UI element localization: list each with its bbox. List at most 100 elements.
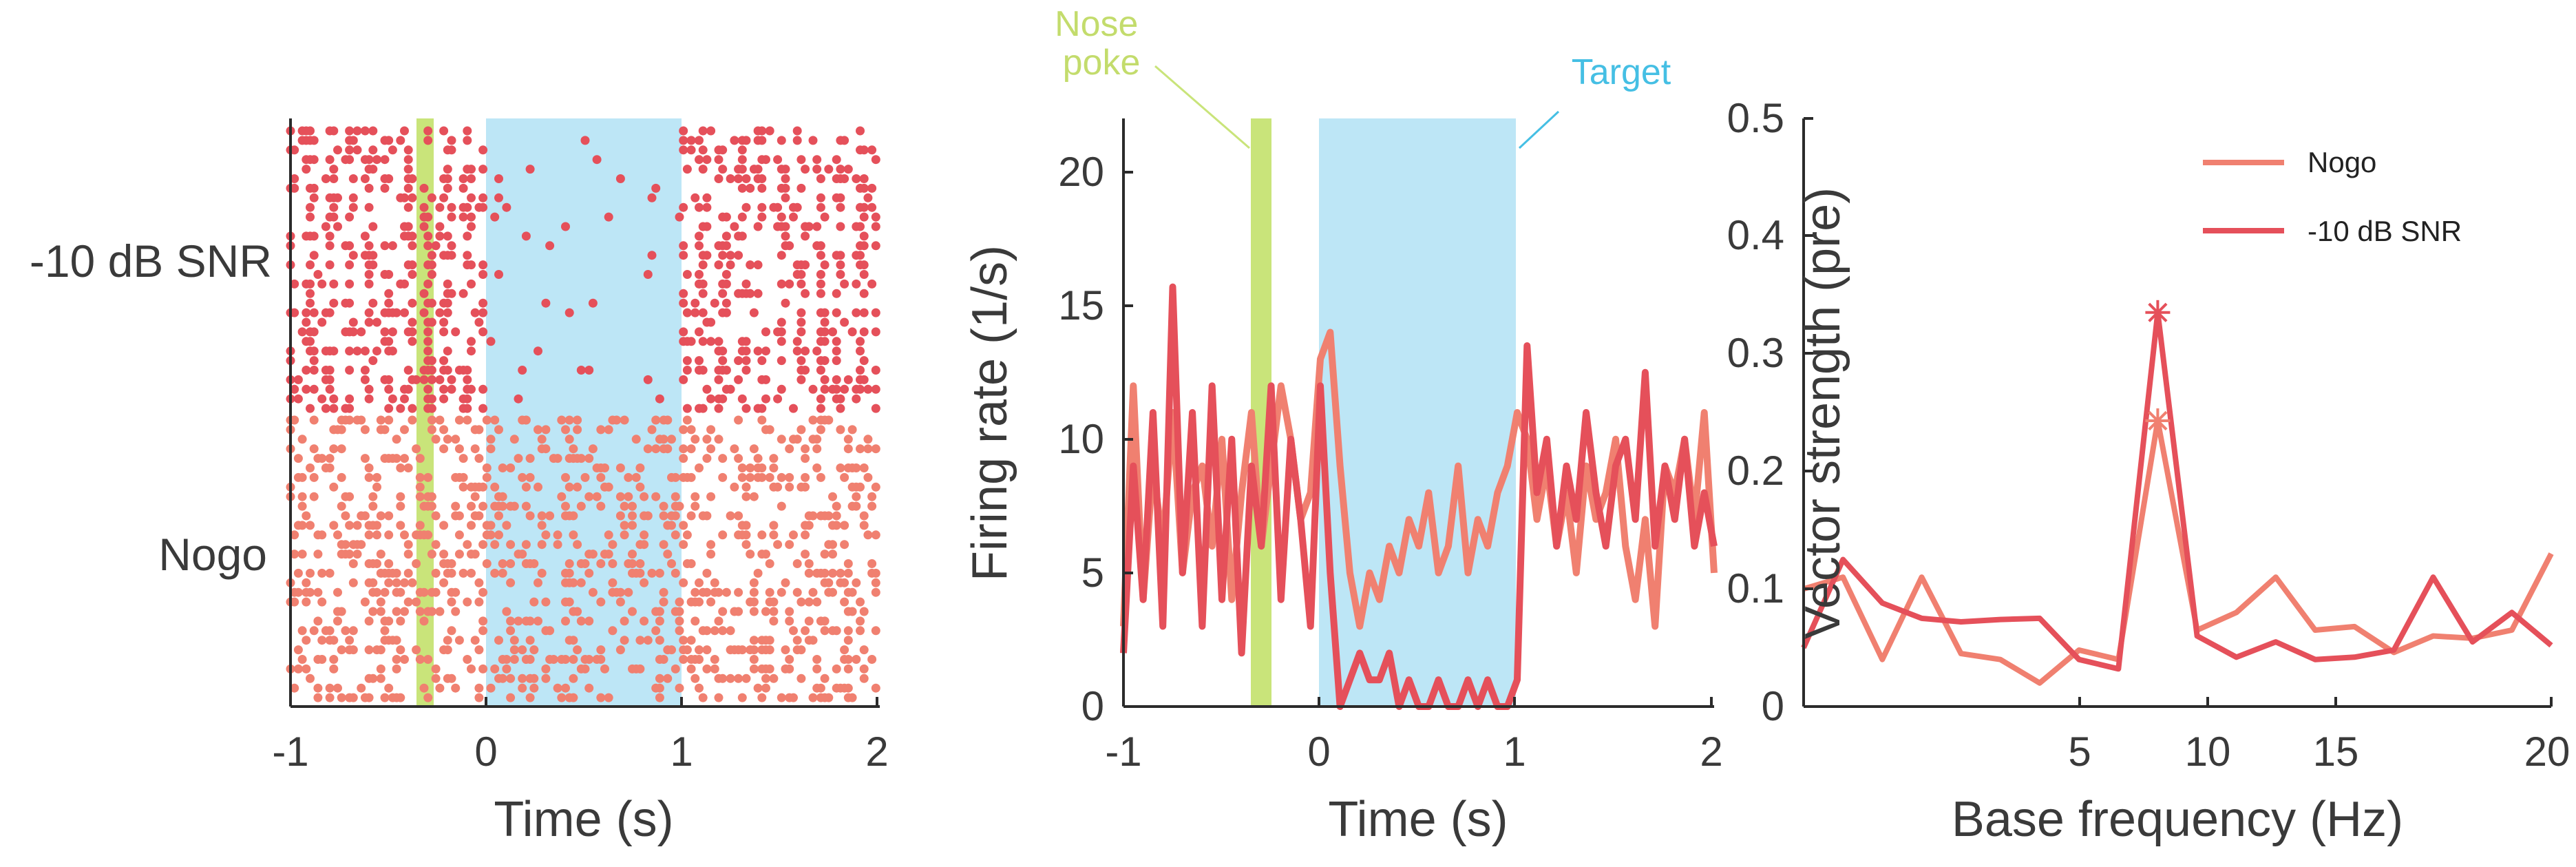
- raster-spike: [329, 444, 339, 454]
- raster-spike: [463, 366, 472, 375]
- raster-spike: [348, 174, 358, 183]
- raster-spike: [859, 327, 869, 337]
- raster-spike: [345, 241, 355, 251]
- raster-spike: [439, 126, 449, 136]
- raster-spike: [576, 578, 586, 587]
- raster-spike: [309, 366, 319, 375]
- raster-spike: [557, 693, 567, 702]
- raster-spike: [337, 693, 346, 702]
- raster-spike: [781, 165, 790, 174]
- raster-spike: [840, 174, 849, 183]
- raster-spike: [856, 616, 865, 626]
- raster-spike: [290, 530, 299, 540]
- raster-spike: [718, 530, 728, 540]
- raster-spike: [804, 568, 814, 578]
- raster-spike: [741, 202, 751, 212]
- raster-spike: [620, 415, 629, 425]
- raster-spike: [734, 251, 743, 260]
- raster-spike: [380, 327, 390, 337]
- raster-spike: [675, 626, 684, 636]
- raster-spike: [345, 145, 355, 155]
- raster-spike: [352, 126, 362, 136]
- raster-spike: [679, 327, 688, 337]
- raster-spike: [306, 202, 315, 212]
- raster-spike: [333, 222, 342, 231]
- raster-spike: [435, 415, 445, 425]
- raster-spike: [482, 559, 492, 568]
- raster-spike: [561, 472, 570, 482]
- raster-spike: [403, 366, 413, 375]
- raster-spike: [596, 655, 606, 664]
- raster-spike: [431, 435, 441, 444]
- raster-spike: [419, 587, 429, 597]
- raster-spike: [675, 607, 684, 616]
- raster-spike: [290, 384, 299, 394]
- raster-spike: [679, 655, 688, 664]
- raster-spike: [498, 559, 507, 568]
- raster-spike: [309, 183, 319, 193]
- raster-spike: [832, 664, 841, 673]
- raster-spike: [431, 664, 441, 673]
- raster-spike: [859, 607, 869, 616]
- raster-spike: [871, 568, 880, 578]
- raster-spike: [628, 511, 637, 521]
- raster-spike: [812, 463, 822, 472]
- raster-spike: [832, 384, 841, 394]
- raster-spike: [569, 530, 578, 540]
- raster-spike: [655, 394, 664, 404]
- raster-spike: [415, 472, 425, 482]
- raster-spike: [651, 444, 661, 454]
- raster-spike: [698, 126, 708, 136]
- raster-spike: [859, 145, 869, 155]
- raster-spike: [561, 222, 570, 231]
- raster-spike: [816, 404, 825, 413]
- raster-spike: [325, 568, 335, 578]
- raster-spike: [482, 472, 492, 482]
- raster-spike: [306, 289, 315, 298]
- raster-spike: [859, 308, 869, 317]
- raster-spike: [408, 193, 417, 202]
- raster-spike: [777, 327, 786, 337]
- raster-spike: [478, 327, 488, 337]
- raster-spike: [757, 136, 767, 145]
- raster-spike: [781, 183, 790, 193]
- raster-spike: [553, 540, 562, 550]
- raster-spike: [730, 482, 739, 492]
- raster-spike: [746, 550, 755, 559]
- raster-spike: [297, 472, 307, 482]
- raster-spike: [706, 550, 716, 559]
- raster-spike: [690, 587, 700, 597]
- raster-spike: [364, 279, 374, 289]
- raster-spike: [659, 540, 668, 550]
- raster-spike: [801, 231, 810, 241]
- raster-spike: [329, 165, 339, 174]
- raster-spike: [419, 683, 429, 693]
- raster-spike: [706, 126, 716, 136]
- raster-spike: [836, 251, 845, 260]
- raster-spike: [785, 279, 794, 289]
- raster-spike: [801, 472, 810, 482]
- raster-spike: [682, 404, 692, 413]
- raster-spike: [859, 241, 869, 251]
- raster-spike: [447, 568, 456, 578]
- raster-spike: [671, 530, 680, 540]
- raster-spike: [474, 683, 484, 693]
- raster-spike: [695, 578, 704, 587]
- raster-spike: [832, 501, 841, 511]
- raster-spike: [364, 155, 374, 165]
- raster-spike: [824, 693, 834, 702]
- raster-spike: [329, 298, 339, 308]
- raster-spike: [686, 145, 696, 155]
- raster-spike: [741, 346, 751, 356]
- raster-spike: [812, 597, 822, 607]
- raster-spike: [486, 435, 496, 444]
- raster-spike: [290, 174, 299, 183]
- raster-spike: [478, 202, 488, 212]
- raster-spike: [372, 587, 381, 597]
- raster-spike: [458, 174, 468, 183]
- raster-spike: [801, 454, 810, 463]
- raster-spike: [467, 260, 476, 270]
- raster-spike: [773, 202, 783, 212]
- raster-spike: [820, 308, 830, 317]
- fr-ytick-label: 15: [1058, 282, 1104, 328]
